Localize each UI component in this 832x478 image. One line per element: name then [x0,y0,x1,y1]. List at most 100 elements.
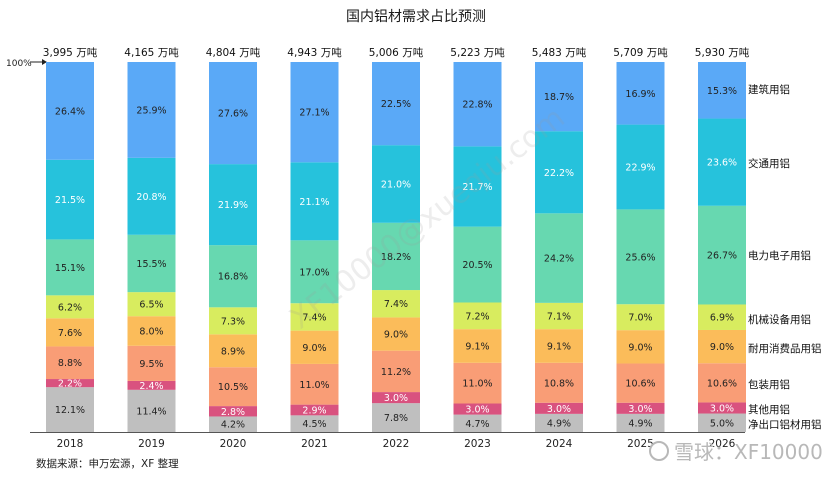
bars-group: 12.1% 2.2% 8.8% 7.6% 6.2% 15.1% 21.5% 26.4% 11.4… [46,62,746,432]
segment-label-2018-0: 12.1% [55,405,85,416]
segment-label-2018-3: 7.6% [58,328,82,339]
bar-segment-2019-7 [127,62,176,158]
bar-segment-2024-6 [535,131,583,214]
x-tick-2020: 2020 [220,438,247,450]
bar-segment-2025-0 [616,413,665,432]
segment-label-2024-3: 9.1% [547,341,571,352]
segment-label-2025-5: 25.6% [625,252,655,263]
segment-label-2025-1: 3.0% [628,404,652,415]
bar-segment-2018-1 [46,379,94,388]
bar-segment-2026-7 [698,62,746,119]
x-tick-2026: 2026 [709,438,736,450]
total-label-2026: 5,930 万吨 [695,46,750,59]
bar-segment-2026-0 [698,413,746,432]
bar-segment-2018-7 [46,62,94,160]
bar-segment-2025-6 [616,124,665,210]
x-tick-2025: 2025 [627,438,654,450]
segment-label-2019-0: 11.4% [136,406,166,417]
bar-segment-2021-6 [290,162,339,241]
segment-label-2026-7: 15.3% [707,86,737,97]
total-label-2021: 4,943 万吨 [287,46,342,59]
segment-label-2019-2: 9.5% [139,359,163,370]
segment-label-2026-2: 10.6% [707,378,737,389]
segment-label-2023-2: 11.0% [462,379,492,390]
total-label-2018: 3,995 万吨 [43,46,98,59]
legend-item-5: 包装用铝 [748,378,790,391]
bar-segment-2019-3 [127,316,176,346]
legend-item-6: 其他用铝 [748,403,790,416]
segment-label-2020-1: 2.8% [221,407,245,418]
x-tick-2021: 2021 [301,438,328,450]
segment-label-2026-4: 6.9% [710,313,734,324]
total-label-2019: 4,165 万吨 [124,46,179,59]
bar-segment-2022-4 [372,290,420,318]
legend-item-4: 耐用消费品用铝 [748,342,822,355]
segment-label-2023-3: 9.1% [465,341,489,352]
bar-segment-2020-0 [209,416,257,432]
bar-segment-2023-5 [453,226,502,303]
bar-segment-2025-5 [616,209,665,305]
legend-item-3: 机械设备用铝 [748,313,811,326]
segment-label-2021-5: 17.0% [299,267,329,278]
segment-label-2023-6: 21.7% [462,182,492,193]
segment-label-2021-7: 27.1% [299,108,329,119]
segment-label-2023-0: 4.7% [465,419,489,430]
segment-label-2018-1: 2.2% [58,379,82,390]
segment-label-2021-2: 11.0% [299,380,329,391]
total-label-2024: 5,483 万吨 [532,46,587,59]
bar-segment-2026-3 [698,329,746,364]
brand-watermark: 雪球：XF10000 [649,440,823,464]
segment-label-2022-1: 3.0% [384,393,408,404]
bar-segment-2021-3 [290,330,339,364]
segment-label-2024-4: 7.1% [547,312,571,323]
bar-segment-2024-5 [535,213,583,303]
segment-label-2021-0: 4.5% [302,419,326,430]
x-tick-2018: 2018 [57,438,84,450]
segment-label-2019-6: 20.8% [136,192,166,203]
bar-segment-2022-1 [372,392,420,404]
segment-label-2018-6: 21.5% [55,195,85,206]
x-tick-2022: 2022 [383,438,410,450]
segment-label-2019-3: 8.0% [139,326,163,337]
bar-segment-2018-6 [46,159,94,240]
segment-label-2025-2: 10.6% [625,379,655,390]
segment-label-2022-4: 7.4% [384,299,408,310]
bar-segment-2025-2 [616,363,665,403]
bar-segment-2026-5 [698,205,746,305]
x-tick-2024: 2024 [546,438,573,450]
bar-segment-2018-2 [46,346,94,380]
bar-segment-2021-7 [290,62,339,163]
bar-segment-2019-2 [127,345,176,381]
segment-label-2021-1: 2.9% [302,405,326,416]
hundred-percent-arrow-head [42,59,47,65]
segment-label-2019-7: 25.9% [136,105,166,116]
bar-segment-2026-2 [698,363,746,403]
segment-label-2026-1: 3.0% [710,403,734,414]
segment-label-2022-0: 7.8% [384,413,408,424]
segment-label-2019-1: 2.4% [139,381,163,392]
segment-label-2025-4: 7.0% [628,313,652,324]
bar-segment-2022-3 [372,317,420,351]
bar-segment-2018-5 [46,239,94,296]
legend-item-1: 交通用铝 [748,157,790,170]
bar-segment-2023-1 [453,403,502,415]
segment-label-2021-6: 21.1% [299,197,329,208]
bar-segment-2023-0 [453,414,502,432]
bar-segment-2021-1 [290,404,339,416]
bar-segment-2019-6 [127,157,176,235]
bar-segment-2021-2 [290,363,339,405]
total-label-2025: 5,709 万吨 [613,46,668,59]
bar-segment-2020-1 [209,406,257,417]
bar-segment-2022-6 [372,145,420,223]
segment-label-2022-2: 11.2% [381,367,411,378]
bar-segment-2022-7 [372,62,420,146]
bar-segment-2023-2 [453,362,502,404]
segment-label-2022-3: 9.0% [384,330,408,341]
chart-title: 国内铝材需求占比预测 [346,9,486,25]
segment-label-2018-4: 6.2% [58,302,82,313]
segment-label-2019-4: 6.5% [139,300,163,311]
segment-label-2020-0: 4.2% [221,420,245,431]
segment-label-2026-3: 9.0% [710,342,734,353]
bar-segment-2023-4 [453,302,502,330]
